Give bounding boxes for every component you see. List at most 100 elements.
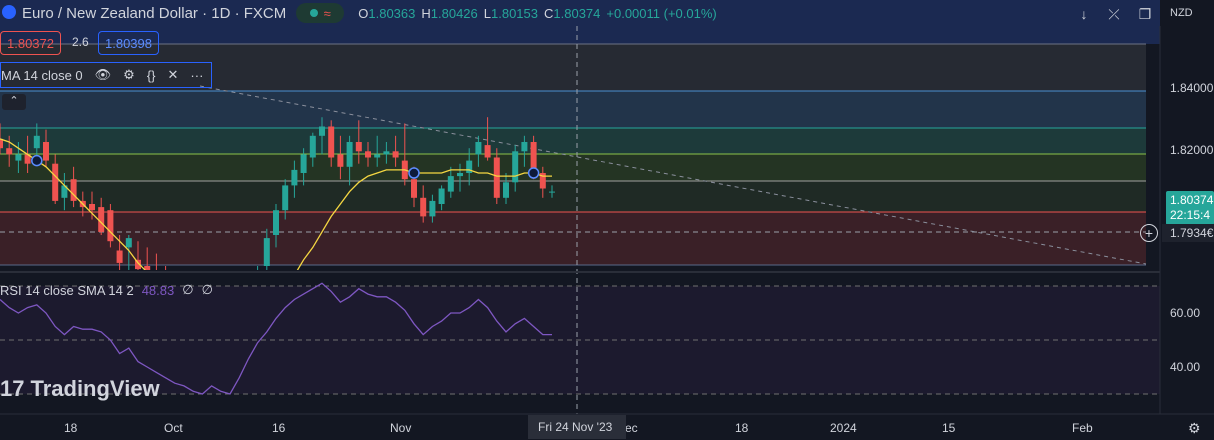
- bid-price[interactable]: 1.80372: [0, 31, 61, 55]
- time-axis-label: ec: [625, 421, 638, 435]
- candle-body: [539, 173, 546, 189]
- sma-marker[interactable]: [527, 167, 540, 179]
- rsi-axis-label: 40.00: [1170, 360, 1201, 374]
- candle-body: [447, 176, 454, 192]
- market-open-icon: [309, 9, 318, 17]
- candle-body: [263, 238, 270, 266]
- add-alert-icon[interactable]: +: [1140, 224, 1158, 242]
- candle-body: [135, 259, 141, 270]
- zone-top: [0, 0, 1160, 44]
- ohlc-low-key: L: [483, 5, 491, 21]
- last-price: 1.80374: [1170, 193, 1214, 207]
- bar-countdown: 22:15:4: [1170, 208, 1211, 222]
- collapse-legend-icon[interactable]: ⌃: [2, 94, 26, 110]
- candle-body: [475, 142, 482, 155]
- candle-body: [52, 163, 59, 201]
- candle-body: [282, 185, 289, 211]
- candle-body: [116, 250, 123, 263]
- rsi-label: RSI 14 close SMA 14 2: [0, 282, 134, 298]
- zone-1: [0, 44, 1146, 91]
- candle-body: [503, 182, 509, 198]
- time-axis-label: 2024: [830, 421, 857, 435]
- rsi-axis-label: 60.00: [1170, 306, 1201, 320]
- rsi-value: 48.83: [141, 282, 175, 298]
- candle-body: [521, 142, 528, 152]
- sma-legend[interactable]: MA 14 close 0 👁 ⚙ {} ✕ ···: [0, 62, 213, 88]
- restore-icon[interactable]: ❐: [1138, 5, 1152, 22]
- settings-gear-icon[interactable]: ⚙: [1188, 420, 1201, 436]
- candle-body: [429, 200, 436, 217]
- candle-body: [125, 238, 132, 248]
- rsi-legend[interactable]: RSI 14 close SMA 14 2 48.83 ∅ ∅: [0, 282, 213, 298]
- candle-body: [383, 151, 390, 155]
- time-axis-label: Feb: [1072, 421, 1093, 435]
- ohlc-high-key: H: [421, 5, 431, 21]
- time-axis-label: 15: [942, 421, 956, 435]
- ohlc-open-key: O: [358, 5, 369, 21]
- candle-body: [337, 154, 344, 167]
- eye-icon[interactable]: 👁: [94, 67, 112, 82]
- time-axis-label: Oct: [164, 421, 183, 435]
- candle-body: [530, 142, 537, 173]
- price-change: +0.00011 (+0.01%): [606, 5, 717, 21]
- crosshair-price-badge: 1.7934€: [1162, 224, 1214, 242]
- currency-label[interactable]: NZD: [1170, 7, 1193, 19]
- spread-value: 2.6: [72, 35, 89, 49]
- collapse-icon[interactable]: ⤫: [1108, 5, 1120, 22]
- time-axis-label: 16: [272, 421, 286, 435]
- time-axis-label: 18: [735, 421, 749, 435]
- code-braces-icon[interactable]: {}: [146, 67, 156, 83]
- zone-5: [0, 181, 1146, 212]
- zone-3: [0, 128, 1146, 154]
- gear-icon[interactable]: ⚙: [123, 67, 135, 82]
- candle-body: [89, 204, 95, 211]
- candle-body: [411, 179, 417, 198]
- zone-2: [0, 91, 1146, 128]
- candle-body: [374, 154, 381, 158]
- ask-price[interactable]: 1.80398: [98, 31, 159, 55]
- rsi-line: [0, 282, 552, 395]
- candle-body: [392, 151, 399, 158]
- rsi-extra-2: ∅: [201, 282, 213, 297]
- candle-body: [309, 135, 316, 158]
- more-icon[interactable]: ···: [190, 67, 204, 83]
- candle-body: [466, 160, 473, 173]
- candle-body: [328, 126, 335, 158]
- sma-marker[interactable]: [408, 167, 420, 179]
- close-icon[interactable]: ✕: [167, 67, 179, 82]
- crosshair-date-badge: Fri 24 Nov '23: [528, 415, 626, 439]
- candle-body: [512, 151, 519, 183]
- sma-marker[interactable]: [31, 154, 43, 167]
- ohlc-high-value: 1.80426: [430, 5, 478, 21]
- arrow-down-icon[interactable]: ↓: [1080, 6, 1088, 22]
- candle-body: [319, 126, 325, 136]
- candle-body: [43, 142, 49, 161]
- logo-text: TradingView: [30, 376, 160, 401]
- candle-body: [420, 197, 427, 217]
- candle-body: [61, 185, 68, 198]
- last-price-badge: 1.80374 22:15:4: [1166, 191, 1214, 225]
- candle-body: [549, 191, 555, 193]
- symbol-title[interactable]: Euro / New Zealand Dollar · 1D · FXCM: [22, 4, 287, 22]
- zone-4: [0, 154, 1146, 181]
- ohlc-close-key: C: [544, 5, 554, 21]
- candle-body: [98, 207, 105, 232]
- ohlc-values: O1.80363 H1.80426 L1.80153 C1.80374 +0.0…: [358, 6, 716, 21]
- candle-body: [107, 210, 114, 242]
- zone-6: [0, 212, 1146, 265]
- ohlc-open-value: 1.80363: [368, 5, 416, 21]
- candle-body: [6, 148, 13, 155]
- candle-body: [24, 154, 31, 164]
- price-axis-label: 1.82000: [1170, 143, 1214, 157]
- sma-label: MA 14 close 0: [1, 67, 83, 83]
- candle-body: [15, 154, 22, 161]
- crosshair-date: Fri 24 Nov '23: [538, 420, 613, 434]
- time-axis-label: Nov: [390, 421, 412, 435]
- tv-logo-icon: 17: [0, 376, 25, 401]
- market-status-pill[interactable]: ≈: [296, 3, 345, 23]
- top-bar: Euro / New Zealand Dollar · 1D · FXCM ≈ …: [0, 0, 717, 26]
- ohlc-close-value: 1.80374: [553, 5, 601, 21]
- candle-body: [70, 179, 77, 201]
- candle-body: [300, 154, 307, 173]
